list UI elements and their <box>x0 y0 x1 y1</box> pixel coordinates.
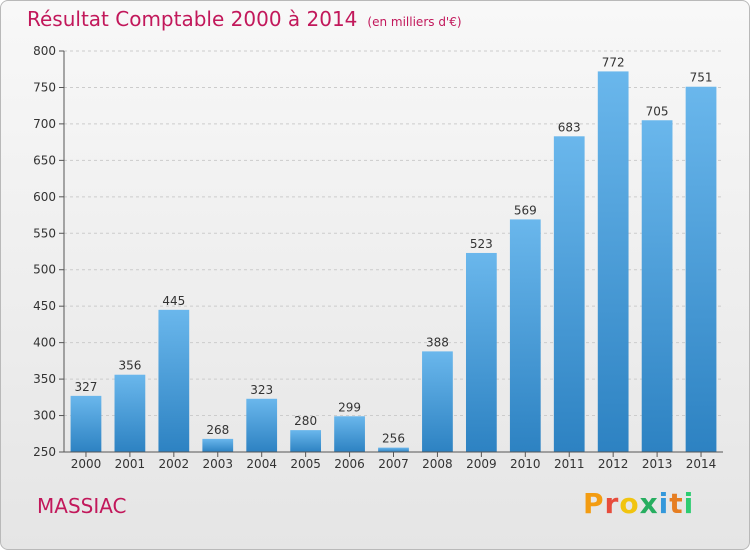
x-tick-label: 2010 <box>510 457 541 471</box>
chart-title: Résultat Comptable 2000 à 2014 (en millie… <box>27 7 462 31</box>
chart-subtitle: (en milliers d'€) <box>367 15 462 29</box>
y-tick-label: 250 <box>33 445 56 459</box>
y-tick-label: 800 <box>33 44 56 58</box>
bar <box>70 395 102 452</box>
bar-value-label: 268 <box>206 423 229 437</box>
logo-letter: i <box>658 487 670 520</box>
bar-value-label: 280 <box>294 414 317 428</box>
x-tick-label: 2003 <box>202 457 233 471</box>
logo-letter: x <box>639 487 659 520</box>
y-tick-label: 500 <box>33 263 56 277</box>
bar-value-label: 323 <box>250 383 273 397</box>
bar <box>202 438 234 452</box>
y-axis: 250 300 350 400 450 500 550 600 650 700 750 800 <box>33 44 65 459</box>
logo-letter: o <box>619 487 640 520</box>
bar-value-label: 299 <box>338 400 361 414</box>
bar-value-label: 772 <box>602 55 625 69</box>
bar-value-label: 327 <box>75 380 98 394</box>
logo-letter: P <box>583 487 605 520</box>
bar-value-label: 388 <box>426 335 449 349</box>
bar-value-label: 705 <box>646 104 669 118</box>
bars: 327 356 445 268 323 280 299 256 388 523 569 683 772 7… <box>70 55 717 452</box>
x-tick-label: 2011 <box>554 457 585 471</box>
y-tick-label: 300 <box>33 409 56 423</box>
bar <box>114 374 146 452</box>
bar-value-label: 751 <box>690 71 713 85</box>
x-axis: 2000 2001 2002 2003 2004 2005 2006 2007 2008 2009… <box>64 451 723 471</box>
bar <box>334 416 365 452</box>
chart-title-text: Résultat Comptable 2000 à 2014 <box>27 7 358 31</box>
x-tick-label: 2004 <box>246 457 277 471</box>
bar <box>422 351 453 452</box>
logo-letter: r <box>604 487 620 520</box>
bar <box>158 309 190 452</box>
y-tick-label: 450 <box>33 299 56 313</box>
x-tick-label: 2013 <box>642 457 673 471</box>
y-tick-label: 350 <box>33 372 56 386</box>
bar-value-label: 356 <box>118 359 141 373</box>
bar <box>553 136 585 452</box>
y-tick-label: 650 <box>33 153 56 167</box>
bar <box>378 447 409 452</box>
bar <box>290 430 322 452</box>
x-tick-label: 2014 <box>686 457 717 471</box>
y-tick-label: 550 <box>33 226 56 240</box>
bar <box>246 398 278 452</box>
commune-name: MASSIAC <box>37 494 127 518</box>
bar <box>509 219 541 452</box>
bar-value-label: 523 <box>470 237 493 251</box>
y-tick-label: 750 <box>33 80 56 94</box>
x-tick-label: 2005 <box>290 457 321 471</box>
x-tick-label: 2001 <box>115 457 146 471</box>
bar <box>465 252 497 452</box>
bar-value-label: 683 <box>558 120 581 134</box>
bar-value-label: 569 <box>514 203 537 217</box>
bar <box>597 71 629 452</box>
y-tick-label: 400 <box>33 336 56 350</box>
bar-value-label: 445 <box>162 294 185 308</box>
x-tick-label: 2008 <box>422 457 453 471</box>
y-tick-label: 700 <box>33 117 56 131</box>
logo-letter: i <box>683 487 695 520</box>
bar <box>641 120 673 452</box>
logo-letter: t <box>669 487 684 520</box>
bar-value-label: 256 <box>382 432 405 446</box>
y-tick-label: 600 <box>33 190 56 204</box>
x-tick-label: 2012 <box>598 457 629 471</box>
x-tick-label: 2006 <box>334 457 365 471</box>
x-tick-label: 2002 <box>159 457 190 471</box>
x-tick-label: 2007 <box>378 457 409 471</box>
proxiti-logo: Proxiti <box>583 487 694 520</box>
x-tick-label: 2009 <box>466 457 497 471</box>
x-tick-label: 2000 <box>71 457 102 471</box>
bar <box>685 86 717 452</box>
